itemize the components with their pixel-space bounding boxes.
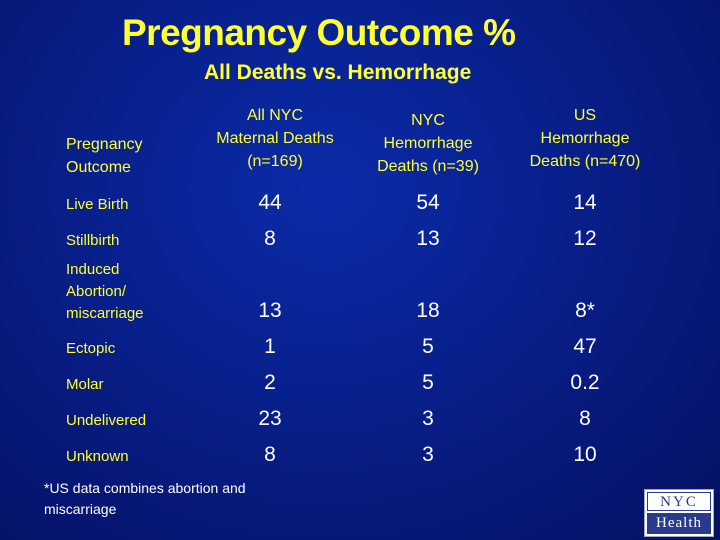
logo-top-text: NYC <box>647 492 711 511</box>
column-header-nyc-hemorrhage: NYC Hemorrhage Deaths (n=39) <box>348 109 508 178</box>
row-label-stillbirth: Stillbirth <box>66 232 120 249</box>
column-header-line: All NYC <box>246 107 303 124</box>
row-label-molar: Molar <box>66 376 104 393</box>
table-cell: 47 <box>573 335 597 358</box>
column-header-line: Deaths (n=470) <box>529 153 641 170</box>
table-cell: 13 <box>258 299 282 322</box>
table-cell: 10 <box>573 443 597 466</box>
row-label-line: Induced <box>66 261 120 278</box>
table-cell: 14 <box>573 191 597 214</box>
row-header: Pregnancy Outcome <box>66 133 143 179</box>
table-cell: 5 <box>422 335 434 358</box>
column-header-line: Hemorrhage <box>540 130 630 147</box>
column-header-line: Deaths (n=39) <box>377 158 479 175</box>
table-cell: 23 <box>258 407 282 430</box>
table-cell: 2 <box>264 371 276 394</box>
table-cell: 12 <box>573 227 597 250</box>
table-cell: 8* <box>575 299 595 322</box>
nyc-health-logo: NYC Health <box>644 489 714 537</box>
column-header-line: Maternal Deaths <box>216 130 334 147</box>
table-cell: 8 <box>264 227 276 250</box>
row-label-undelivered: Undelivered <box>66 412 147 429</box>
row-label-unknown: Unknown <box>66 448 129 465</box>
footnote: *US data combines abortion and miscarria… <box>44 478 246 520</box>
row-header-line: Outcome <box>66 159 131 176</box>
slide-subtitle: All Deaths vs. Hemorrhage <box>204 61 472 84</box>
row-header-line: Pregnancy <box>66 136 143 153</box>
column-header-line: NYC <box>411 112 445 129</box>
row-label-line: miscarriage <box>66 305 144 322</box>
row-label-line: Abortion/ <box>66 283 127 300</box>
table-cell: 13 <box>416 227 440 250</box>
table-cell: 8 <box>264 443 276 466</box>
table-cell: 0.2 <box>570 371 600 394</box>
table-cell: 54 <box>416 191 440 214</box>
row-label-live-birth: Live Birth <box>66 196 129 213</box>
table-cell: 8 <box>579 407 591 430</box>
footnote-line: miscarriage <box>44 501 117 517</box>
table-cell: 44 <box>258 191 282 214</box>
footnote-line: *US data combines abortion and <box>44 480 246 496</box>
row-label-induced-abortion: Induced Abortion/ miscarriage <box>66 259 144 325</box>
logo-bottom-text: Health <box>647 513 711 534</box>
column-header-line: Hemorrhage <box>383 135 473 152</box>
table-cell: 5 <box>422 371 434 394</box>
table-cell: 18 <box>416 299 440 322</box>
column-header-line: US <box>573 107 597 124</box>
column-header-us-hemorrhage: US Hemorrhage Deaths (n=470) <box>505 104 665 173</box>
column-header-line: (n=169) <box>247 153 303 170</box>
table-cell: 3 <box>422 407 434 430</box>
row-label-ectopic: Ectopic <box>66 340 116 357</box>
slide-title: Pregnancy Outcome % <box>122 12 516 53</box>
table-cell: 1 <box>264 335 276 358</box>
column-header-all-nyc: All NYC Maternal Deaths (n=169) <box>195 104 355 173</box>
table-cell: 3 <box>422 443 434 466</box>
